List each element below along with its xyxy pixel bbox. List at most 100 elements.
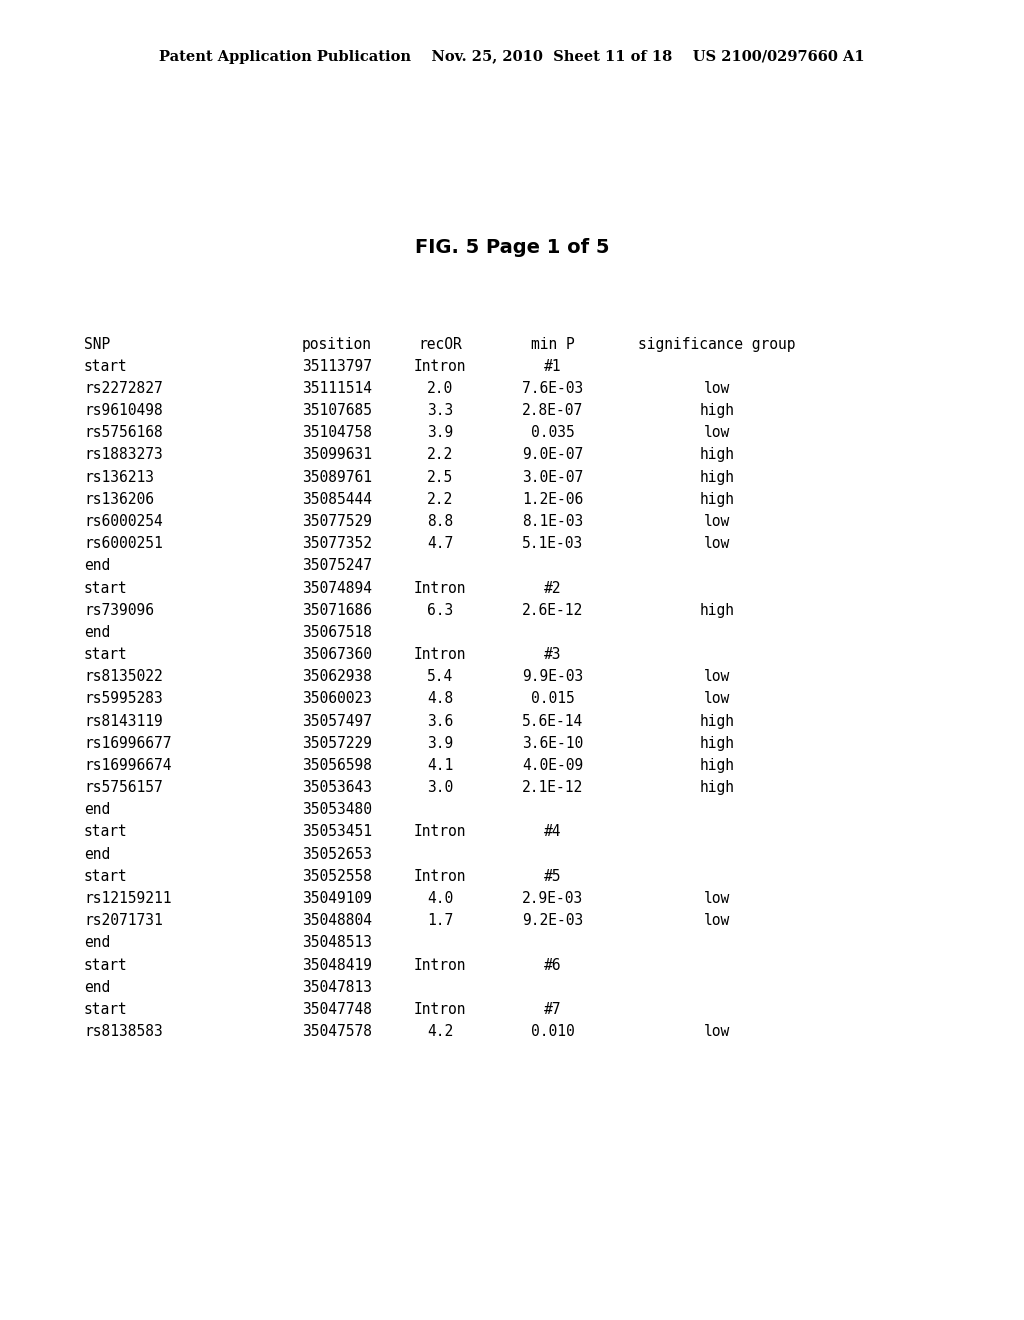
Text: 35104758: 35104758 (302, 425, 372, 441)
Text: 8.1E-03: 8.1E-03 (522, 513, 584, 529)
Text: 35062938: 35062938 (302, 669, 372, 684)
Text: start: start (84, 581, 128, 595)
Text: rs12159211: rs12159211 (84, 891, 171, 906)
Text: high: high (699, 603, 734, 618)
Text: rs5995283: rs5995283 (84, 692, 163, 706)
Text: start: start (84, 825, 128, 840)
Text: #2: #2 (544, 581, 562, 595)
Text: 2.9E-03: 2.9E-03 (522, 891, 584, 906)
Text: Patent Application Publication    Nov. 25, 2010  Sheet 11 of 18    US 2100/02976: Patent Application Publication Nov. 25, … (159, 50, 865, 65)
Text: 9.0E-07: 9.0E-07 (522, 447, 584, 462)
Text: rs8135022: rs8135022 (84, 669, 163, 684)
Text: start: start (84, 359, 128, 374)
Text: 3.6E-10: 3.6E-10 (522, 735, 584, 751)
Text: 35099631: 35099631 (302, 447, 372, 462)
Text: 3.9: 3.9 (427, 735, 454, 751)
Text: 0.035: 0.035 (531, 425, 574, 441)
Text: #1: #1 (544, 359, 562, 374)
Text: 4.0: 4.0 (427, 891, 454, 906)
Text: 35111514: 35111514 (302, 381, 372, 396)
Text: 2.5: 2.5 (427, 470, 454, 484)
Text: rs1883273: rs1883273 (84, 447, 163, 462)
Text: high: high (699, 780, 734, 795)
Text: 1.7: 1.7 (427, 913, 454, 928)
Text: end: end (84, 846, 111, 862)
Text: 35052558: 35052558 (302, 869, 372, 884)
Text: position: position (302, 337, 372, 351)
Text: 9.2E-03: 9.2E-03 (522, 913, 584, 928)
Text: low: low (703, 692, 730, 706)
Text: rs739096: rs739096 (84, 603, 154, 618)
Text: rs8138583: rs8138583 (84, 1024, 163, 1039)
Text: 35048513: 35048513 (302, 936, 372, 950)
Text: low: low (703, 536, 730, 552)
Text: Intron: Intron (414, 1002, 467, 1016)
Text: 35048419: 35048419 (302, 957, 372, 973)
Text: 35047813: 35047813 (302, 979, 372, 995)
Text: start: start (84, 647, 128, 663)
Text: 35047748: 35047748 (302, 1002, 372, 1016)
Text: 2.6E-12: 2.6E-12 (522, 603, 584, 618)
Text: 0.015: 0.015 (531, 692, 574, 706)
Text: #3: #3 (544, 647, 562, 663)
Text: #4: #4 (544, 825, 562, 840)
Text: high: high (699, 758, 734, 774)
Text: Intron: Intron (414, 647, 467, 663)
Text: 5.6E-14: 5.6E-14 (522, 714, 584, 729)
Text: 8.8: 8.8 (427, 513, 454, 529)
Text: 1.2E-06: 1.2E-06 (522, 492, 584, 507)
Text: 2.0: 2.0 (427, 381, 454, 396)
Text: 35071686: 35071686 (302, 603, 372, 618)
Text: rs5756157: rs5756157 (84, 780, 163, 795)
Text: low: low (703, 669, 730, 684)
Text: end: end (84, 558, 111, 573)
Text: 2.8E-07: 2.8E-07 (522, 403, 584, 418)
Text: high: high (699, 470, 734, 484)
Text: 2.1E-12: 2.1E-12 (522, 780, 584, 795)
Text: 35053643: 35053643 (302, 780, 372, 795)
Text: 4.2: 4.2 (427, 1024, 454, 1039)
Text: 5.4: 5.4 (427, 669, 454, 684)
Text: rs5756168: rs5756168 (84, 425, 163, 441)
Text: low: low (703, 1024, 730, 1039)
Text: rs16996677: rs16996677 (84, 735, 171, 751)
Text: 4.8: 4.8 (427, 692, 454, 706)
Text: Intron: Intron (414, 359, 467, 374)
Text: 35107685: 35107685 (302, 403, 372, 418)
Text: 35067360: 35067360 (302, 647, 372, 663)
Text: Intron: Intron (414, 869, 467, 884)
Text: low: low (703, 381, 730, 396)
Text: rs2272827: rs2272827 (84, 381, 163, 396)
Text: 35056598: 35056598 (302, 758, 372, 774)
Text: rs6000254: rs6000254 (84, 513, 163, 529)
Text: rs16996674: rs16996674 (84, 758, 171, 774)
Text: rs9610498: rs9610498 (84, 403, 163, 418)
Text: 35048804: 35048804 (302, 913, 372, 928)
Text: 35075247: 35075247 (302, 558, 372, 573)
Text: rs8143119: rs8143119 (84, 714, 163, 729)
Text: low: low (703, 425, 730, 441)
Text: Intron: Intron (414, 957, 467, 973)
Text: rs136213: rs136213 (84, 470, 154, 484)
Text: rs2071731: rs2071731 (84, 913, 163, 928)
Text: #7: #7 (544, 1002, 562, 1016)
Text: Intron: Intron (414, 825, 467, 840)
Text: 35053480: 35053480 (302, 803, 372, 817)
Text: 35077529: 35077529 (302, 513, 372, 529)
Text: low: low (703, 513, 730, 529)
Text: 4.7: 4.7 (427, 536, 454, 552)
Text: recOR: recOR (419, 337, 462, 351)
Text: 35077352: 35077352 (302, 536, 372, 552)
Text: 35060023: 35060023 (302, 692, 372, 706)
Text: 9.9E-03: 9.9E-03 (522, 669, 584, 684)
Text: 35085444: 35085444 (302, 492, 372, 507)
Text: high: high (699, 492, 734, 507)
Text: low: low (703, 913, 730, 928)
Text: significance group: significance group (638, 337, 796, 351)
Text: start: start (84, 957, 128, 973)
Text: 35057229: 35057229 (302, 735, 372, 751)
Text: 7.6E-03: 7.6E-03 (522, 381, 584, 396)
Text: 3.0E-07: 3.0E-07 (522, 470, 584, 484)
Text: rs136206: rs136206 (84, 492, 154, 507)
Text: 4.0E-09: 4.0E-09 (522, 758, 584, 774)
